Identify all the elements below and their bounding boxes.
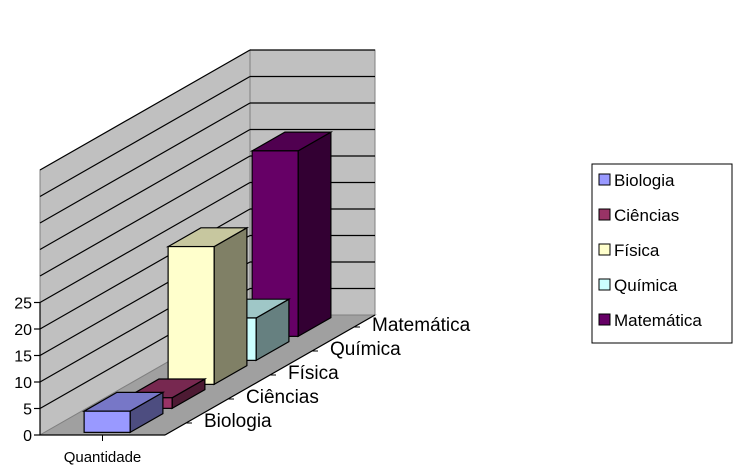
- bar-front-fisica: [167, 245, 215, 385]
- y-tick-label-20: 20: [14, 322, 32, 339]
- legend: Biologia Ciências Física Química Matemática: [591, 163, 733, 344]
- legend-swatch-quimica: [598, 278, 611, 291]
- bar-biologia: [81, 391, 166, 434]
- bars: [81, 131, 334, 434]
- gridline-left-25: [39, 181, 251, 304]
- y-tick-label-0: 0: [23, 428, 32, 445]
- legend-label-matematica: Matemática: [614, 311, 702, 330]
- legend-label-quimica: Química: [614, 276, 678, 295]
- legend-swatch-matematica: [598, 313, 611, 326]
- legend-label-ciencias: Ciências: [614, 206, 679, 225]
- gridline-left-45: [39, 75, 251, 198]
- axis-labels: 0 5 10 15 20 25 Quantidade Biologia Ciências Físi…: [14, 296, 470, 465]
- legend-swatch-biologia: [598, 173, 611, 186]
- legend-box: [591, 163, 733, 344]
- y-tick-label-10: 10: [14, 375, 32, 392]
- bar-side-matematica: [297, 131, 332, 338]
- legend-label-fisica: Física: [614, 241, 660, 260]
- depth-label-matematica: Matemática: [372, 315, 471, 336]
- category-label: Quantidade: [64, 449, 142, 465]
- gridline-left-50: [39, 49, 251, 171]
- depth-label-fisica: Física: [288, 363, 339, 384]
- gridline-left-30: [39, 155, 251, 277]
- gridline-left-35: [39, 128, 251, 251]
- bar-fisica: [165, 226, 250, 386]
- gridline-left-40: [39, 102, 251, 224]
- y-tick-label-25: 25: [14, 296, 32, 313]
- legend-swatch-ciencias: [598, 208, 611, 221]
- y-tick-label-5: 5: [23, 402, 32, 419]
- bar-side-fisica: [213, 226, 248, 386]
- depth-label-ciencias: Ciências: [246, 387, 319, 408]
- axes: [34, 301, 376, 441]
- bar-front-biologia: [83, 410, 131, 433]
- y-tick-label-15: 15: [14, 349, 32, 366]
- legend-swatch-fisica: [598, 243, 611, 256]
- legend-label-biologia: Biologia: [614, 171, 675, 190]
- depth-label-quimica: Química: [330, 339, 401, 360]
- depth-label-biologia: Biologia: [204, 411, 272, 432]
